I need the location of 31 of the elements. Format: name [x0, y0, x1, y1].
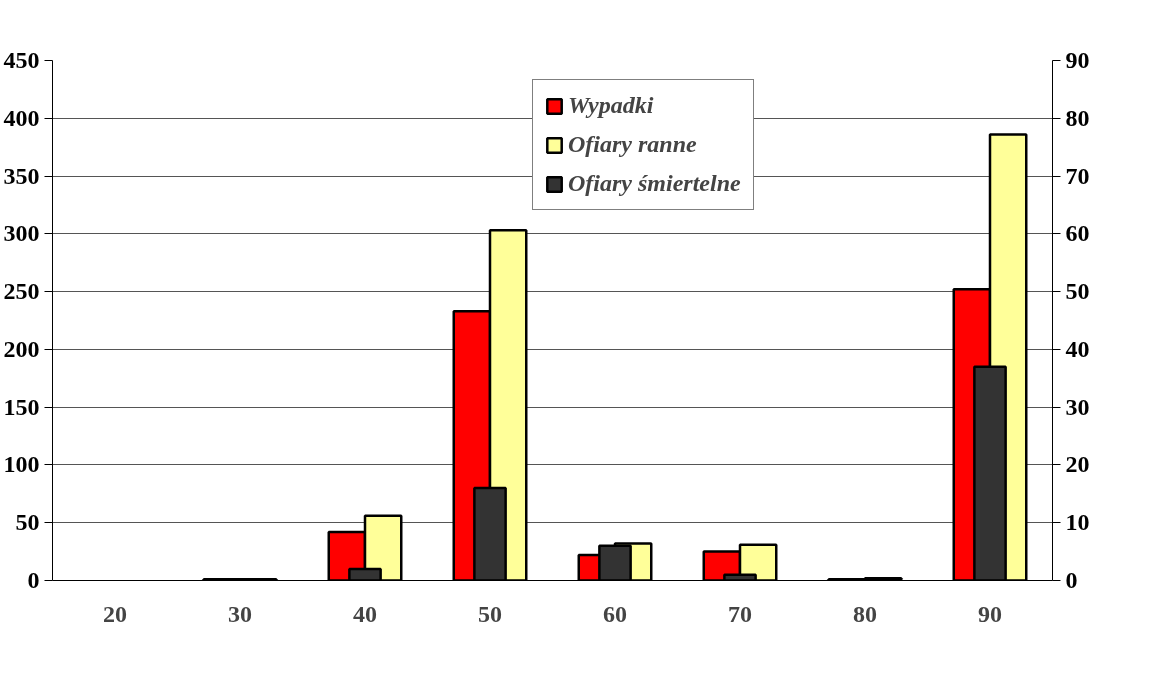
x-tick-label: 50: [478, 600, 502, 627]
y2-tick-label: 40: [1065, 335, 1090, 362]
legend-label: Wypadki: [568, 92, 654, 119]
y2-tick-label: 80: [1065, 104, 1090, 131]
x-tick-label: 70: [728, 600, 752, 627]
legend-label: Ofiary ranne: [568, 131, 697, 158]
y-tick-label: 200: [3, 335, 40, 362]
y-tick-label: 450: [3, 47, 40, 73]
y-tick-label: 50: [15, 509, 40, 536]
y2-tick-label: 20: [1065, 451, 1090, 478]
y2-tick-label: 30: [1065, 393, 1090, 420]
y-tick-label: 100: [3, 451, 40, 478]
y-tick-label: 150: [3, 393, 40, 420]
y2-tick-label: 50: [1065, 278, 1090, 305]
y-tick-label: 350: [3, 162, 40, 189]
x-tick-label: 80: [853, 600, 877, 627]
x-tick-label: 30: [228, 600, 252, 627]
y2-tick-label: 90: [1065, 47, 1090, 73]
y2-tick-label: 10: [1065, 509, 1090, 536]
y2-tick-label: 70: [1065, 162, 1090, 189]
y2-tick-label: 60: [1065, 220, 1090, 247]
x-tick-label: 40: [353, 600, 377, 627]
y-tick-label: 300: [3, 220, 40, 247]
y-tick-label: 250: [3, 278, 40, 305]
legend-label: Ofiary śmiertelne: [568, 170, 741, 197]
x-tick-label: 60: [603, 600, 627, 627]
y2-tick-label: 0: [1065, 567, 1078, 593]
x-tick-label: 90: [978, 600, 1002, 627]
x-tick-label: 20: [103, 600, 127, 627]
y-tick-label: 400: [3, 104, 40, 131]
y-tick-label: 0: [27, 567, 40, 593]
